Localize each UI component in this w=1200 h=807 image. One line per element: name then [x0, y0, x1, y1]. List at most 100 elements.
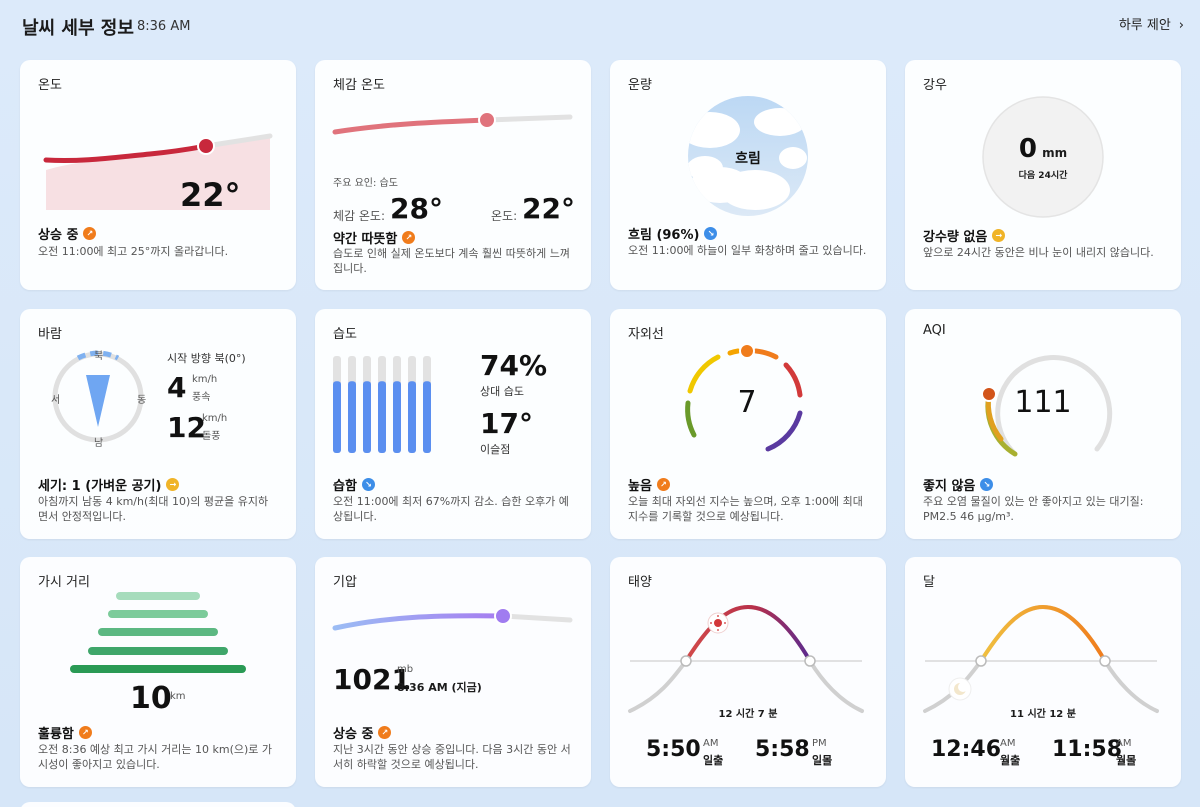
trend-down-icon: ↘: [704, 227, 718, 240]
wind-gust-label: 돌풍: [202, 431, 221, 442]
humidity-bar-fill: [423, 381, 431, 453]
cloud-center-label: 흐림: [735, 151, 761, 167]
compass-east: 동: [137, 395, 147, 406]
card-title: 바람: [38, 327, 62, 342]
feels-like-card[interactable]: 체감 온도 주요 요인: 습도 체감 온도: 28° 온도: 22° 약간 따뜻…: [315, 60, 591, 290]
wind-compass: [52, 350, 144, 443]
rain-period: 다음 24시간: [1018, 171, 1068, 181]
status-row: 약간 따뜻함 ↗: [333, 228, 416, 247]
dew-point-label: 이슬점: [480, 443, 511, 456]
dew-point-value: 17°: [480, 407, 533, 440]
card-title: 강우: [923, 78, 947, 93]
aqi-gauge: [981, 355, 1113, 457]
aqi-value: 111: [1014, 385, 1072, 420]
humidity-bar-fill: [408, 381, 416, 453]
aqi-card[interactable]: AQI 111 좋지 않음 ↘ 주요 오염 물질이 있는 안 좋아지고 있는 대기…: [905, 309, 1181, 539]
card-description: 주요 오염 물질이 있는 안 좋아지고 있는 대기질: PM2.5 46 μg/…: [923, 495, 1144, 523]
card-title: 온도: [38, 78, 62, 93]
wind-gust: 12: [167, 411, 206, 444]
temperature-value: 22°: [180, 176, 241, 214]
temperature-card[interactable]: 온도 22° 상승 중 ↗ 오전 11:00에 최고 25°까지 올라갑니다.: [20, 60, 296, 290]
moonrise-ampm: AM: [1000, 738, 1016, 749]
sun-card[interactable]: 태양 12 시간 7 분 5:50 AM 일출 5:58 PM 일몰: [610, 557, 886, 787]
trend-down-icon: ↘: [361, 478, 375, 491]
moonset-time: 11:58: [1052, 737, 1123, 762]
feels-like-slider: [332, 111, 573, 135]
moonrise-time: 12:46: [931, 737, 1002, 762]
visibility-unit: km: [170, 691, 186, 702]
status-text: 세기: 1 (가벼운 공기): [38, 479, 162, 494]
trend-up-icon: ↗: [402, 231, 416, 244]
status-row: 흐림 (96%) ↘: [628, 224, 718, 243]
cloud-cover-card[interactable]: 운량 흐림 흐림 (96%) ↘ 오전 11:00에 하늘이 일부 화창하며 줄고…: [610, 60, 886, 290]
humidity-bar-fill: [378, 381, 386, 453]
visibility-card[interactable]: 가시 거리 10 km 훌륭함 ↗ 오전 8:36 예상 최고 가시 거리는 10…: [20, 557, 296, 787]
pressure-card[interactable]: 기압 1021 mb 8:36 AM (지금) 상승 중 ↗ 지난 3시간 동안 …: [315, 557, 591, 787]
card-title: 운량: [628, 78, 652, 93]
card-description: 앞으로 24시간 동안은 비나 눈이 내리지 않습니다.: [923, 246, 1154, 259]
card-title: AQI: [923, 323, 946, 338]
pressure-slider: [332, 607, 573, 631]
temperature-point: [197, 137, 215, 155]
trend-up-icon: ↗: [656, 478, 670, 491]
status-text: 상승 중: [333, 727, 374, 742]
sunset-label: 일몰: [812, 754, 833, 767]
uv-card[interactable]: 자외선 7 높음 ↗ 오늘 최대 자외선 지수는 높으며, 오후 1:00에 최대…: [610, 309, 886, 539]
compass-south: 남: [94, 438, 104, 449]
pressure-unit: mb: [397, 664, 414, 675]
moonset-label: 월몰: [1116, 754, 1137, 767]
visibility-bars: [70, 592, 246, 673]
temp-label: 온도:: [491, 209, 518, 223]
card-title: 달: [923, 575, 935, 590]
card-description: 지난 3시간 동안 상승 중입니다. 다음 3시간 동안 서서히 하락할 것으로…: [333, 743, 571, 771]
temp-value: 22°: [522, 192, 575, 225]
card-description: 오전 11:00에 최고 25°까지 올라갑니다.: [38, 245, 229, 258]
compass-north: 북: [94, 351, 104, 362]
status-text: 좋지 않음: [923, 479, 976, 494]
rain-unit: mm: [1042, 146, 1068, 160]
daily-suggestion-link[interactable]: 하루 제안 ›: [1119, 14, 1184, 33]
trend-up-icon: ↗: [83, 227, 97, 240]
sunset-ampm: PM: [812, 738, 827, 749]
status-row: 훌륭함 ↗: [38, 723, 92, 742]
trend-up-icon: ↗: [78, 726, 92, 739]
page-time: 8:36 AM: [137, 19, 191, 34]
card-title: 습도: [333, 327, 357, 342]
temperature-chart: [43, 133, 273, 210]
moon-arc: [923, 604, 1159, 713]
rain-circle: [982, 96, 1104, 218]
chevron-right-icon: ›: [1178, 18, 1184, 33]
main-factor: 주요 요인: 습도: [333, 178, 398, 189]
pressure-value: 1021: [333, 663, 411, 696]
status-text: 습함: [333, 479, 357, 494]
humidity-card[interactable]: 습도 74% 상대 습도 17° 이슬점 습함 ↘ 오전 11:00에 최저 67…: [315, 309, 591, 539]
sun-arc: [628, 604, 864, 713]
humidity-bar-fill: [393, 381, 401, 453]
status-row: 세기: 1 (가벼운 공기) →: [38, 475, 180, 494]
wind-speed-unit: km/h: [192, 374, 218, 385]
daylight-duration: 12 시간 7 분: [718, 709, 778, 720]
status-row: 상승 중 ↗: [333, 723, 392, 742]
card-title: 체감 온도: [333, 78, 385, 93]
status-text: 약간 따뜻함: [333, 232, 398, 247]
rain-value: 0: [1018, 134, 1037, 164]
uv-gauge: [685, 343, 803, 452]
status-text: 강수량 없음: [923, 230, 988, 245]
humidity-value-label: 상대 습도: [480, 385, 524, 398]
feels-value: 28°: [390, 192, 443, 225]
moon-card[interactable]: 달 11 시간 12 분 12:46 AM 월출 11:58 AM 월몰: [905, 557, 1181, 787]
humidity-value: 74%: [480, 349, 548, 382]
trend-flat-icon: →: [992, 229, 1006, 242]
card-title: 태양: [628, 575, 652, 590]
moonlight-duration: 11 시간 12 분: [1010, 709, 1076, 720]
visibility-value: 10: [130, 681, 172, 716]
page-title: 날씨 세부 정보: [22, 18, 134, 39]
sunset-time: 5:58: [755, 737, 810, 762]
trend-up-icon: ↗: [378, 726, 392, 739]
rain-card[interactable]: 강우 0 mm 다음 24시간 강수량 없음 → 앞으로 24시간 동안은 비나 …: [905, 60, 1181, 290]
card-description: 아침까지 남동 4 km/h(최대 10)의 평균을 유지하면서 안정적입니다.: [38, 495, 269, 523]
status-row: 습함 ↘: [333, 475, 375, 494]
pressure-time: 8:36 AM (지금): [397, 681, 482, 694]
wind-gust-unit: km/h: [202, 413, 228, 424]
wind-card[interactable]: 바람 북 동 남 서 시작 방향 북(0°) 4 km/h 풍속 12 km/h…: [20, 309, 296, 539]
